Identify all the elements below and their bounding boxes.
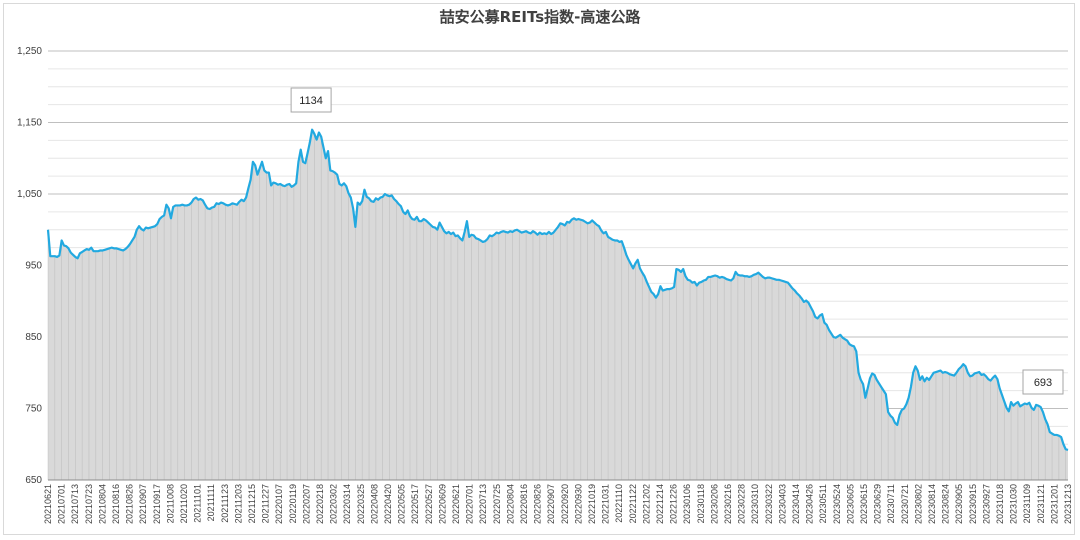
x-tick-labels: 20210621 20210701 20210713 20210723 20210804… [43, 484, 1073, 524]
x-tick-label: 20230511 [818, 484, 828, 523]
x-tick-label: 20230216 [723, 484, 733, 524]
x-tick-label: 20230629 [873, 484, 883, 524]
x-tick-label: 20231030 [1009, 484, 1019, 524]
x-tick-label: 20210826 [125, 484, 135, 524]
x-tick-label: 20220302 [329, 484, 339, 524]
x-tick-label: 20220517 [410, 484, 420, 524]
series-line [46, 128, 1069, 452]
x-tick-label: 20220420 [383, 484, 393, 524]
y-tick-label: 1,150 [17, 118, 42, 129]
x-tick-label: 20231213 [1063, 484, 1073, 524]
x-tick-label: 20220907 [546, 484, 556, 524]
x-tick-label: 20220621 [451, 484, 461, 524]
x-tick-label: 20210804 [97, 484, 107, 524]
x-tick-label: 20220527 [424, 484, 434, 524]
x-tick-label: 20220725 [492, 484, 502, 524]
x-tick-label: 20220505 [397, 484, 407, 524]
x-tick-label: 20230927 [981, 484, 991, 524]
x-tick-label: 20211123 [220, 484, 230, 523]
x-tick-label: 20211227 [261, 484, 271, 523]
x-tick-label: 20210713 [70, 484, 80, 524]
chart-title: 喆安公募REITs指数-高速公路 [439, 8, 641, 26]
y-tick-label: 850 [25, 332, 42, 343]
x-tick-label: 20230711 [886, 484, 896, 523]
x-tick-label: 20220325 [356, 484, 366, 524]
x-tick-label: 20230605 [845, 484, 855, 524]
x-tick-label: 20221226 [669, 484, 679, 524]
callout-label: 1134 [299, 95, 323, 107]
x-tick-label: 20230228 [737, 484, 747, 524]
x-tick-label: 20231018 [995, 484, 1005, 524]
y-tick-label: 650 [25, 475, 42, 486]
x-tick-label: 20230414 [791, 484, 801, 524]
y-tick-label: 750 [25, 404, 42, 415]
x-tick-label: 20220920 [560, 484, 570, 524]
y-tick-label: 1,250 [17, 46, 42, 57]
x-tick-label: 20220713 [478, 484, 488, 524]
x-tick-label: 20230802 [913, 484, 923, 524]
x-tick-label: 20210723 [84, 484, 94, 524]
x-tick-label: 20231121 [1036, 484, 1046, 523]
x-tick-label: 20230310 [750, 484, 760, 524]
x-tick-label: 20221110 [614, 484, 624, 523]
x-tick-label: 20221031 [601, 484, 611, 524]
series-area [46, 128, 1069, 480]
x-tick-label: 20230615 [859, 484, 869, 524]
x-tick-label: 20220107 [274, 484, 284, 524]
x-tick-label: 20230206 [709, 484, 719, 524]
x-tick-label: 20230403 [777, 484, 787, 524]
x-tick-label: 20210907 [138, 484, 148, 524]
x-tick-label: 20230426 [805, 484, 815, 524]
x-tick-label: 20220408 [369, 484, 379, 524]
x-tick-label: 20220930 [573, 484, 583, 524]
callout-box [1022, 369, 1064, 395]
series-area-fill [48, 129, 1068, 480]
callout-label: 693 [1034, 377, 1052, 389]
x-tick-label: 20210621 [43, 484, 53, 524]
x-tick-label: 20210917 [152, 484, 162, 524]
x-tick-label: 20220218 [315, 484, 325, 524]
y-tick-labels: 650 750 850 950 1,050 1,150 1,250 [17, 46, 42, 486]
data-callouts: 1134 693 [290, 87, 1064, 395]
x-tick-label: 20221202 [641, 484, 651, 524]
x-tick-label: 20211203 [233, 484, 243, 523]
x-tick-label: 20221122 [628, 484, 638, 523]
x-tick-label: 20220314 [342, 484, 352, 524]
x-tick-label: 20220119 [288, 484, 298, 523]
x-tick-label: 20220826 [533, 484, 543, 524]
x-tick-label: 20230814 [927, 484, 937, 524]
x-tick-label: 20230905 [954, 484, 964, 524]
x-tick-label: 20211008 [165, 484, 175, 523]
x-tick-label: 20210701 [57, 484, 67, 524]
x-tick-label: 20220207 [301, 484, 311, 524]
x-tick-label: 20230118 [696, 484, 706, 523]
x-tick-label: 20220804 [505, 484, 515, 524]
x-tick-label: 20211101 [193, 484, 203, 523]
x-tick-label: 20220609 [437, 484, 447, 524]
x-tick-label: 20220816 [519, 484, 529, 524]
x-tick-label: 20231109 [1022, 484, 1032, 523]
x-tick-label: 20221214 [655, 484, 665, 524]
x-tick-label: 20230721 [900, 484, 910, 524]
x-tick-label: 20231201 [1049, 484, 1059, 524]
x-tick-label: 20221019 [587, 484, 597, 524]
x-tick-label: 20211020 [179, 484, 189, 523]
y-tick-label: 1,050 [17, 189, 42, 200]
y-tick-label: 950 [25, 261, 42, 272]
x-tick-label: 20220701 [465, 484, 475, 524]
x-tick-label: 20211215 [247, 484, 257, 523]
x-tick-label: 20211111 [206, 484, 216, 521]
x-tick-label: 20230824 [941, 484, 951, 524]
x-tick-label: 20230106 [682, 484, 692, 524]
x-tick-label: 20210816 [111, 484, 121, 524]
x-tick-label: 20230322 [764, 484, 774, 524]
callout-box [290, 87, 332, 113]
x-tick-label: 20230915 [968, 484, 978, 524]
x-tick-label: 20230524 [832, 484, 842, 524]
